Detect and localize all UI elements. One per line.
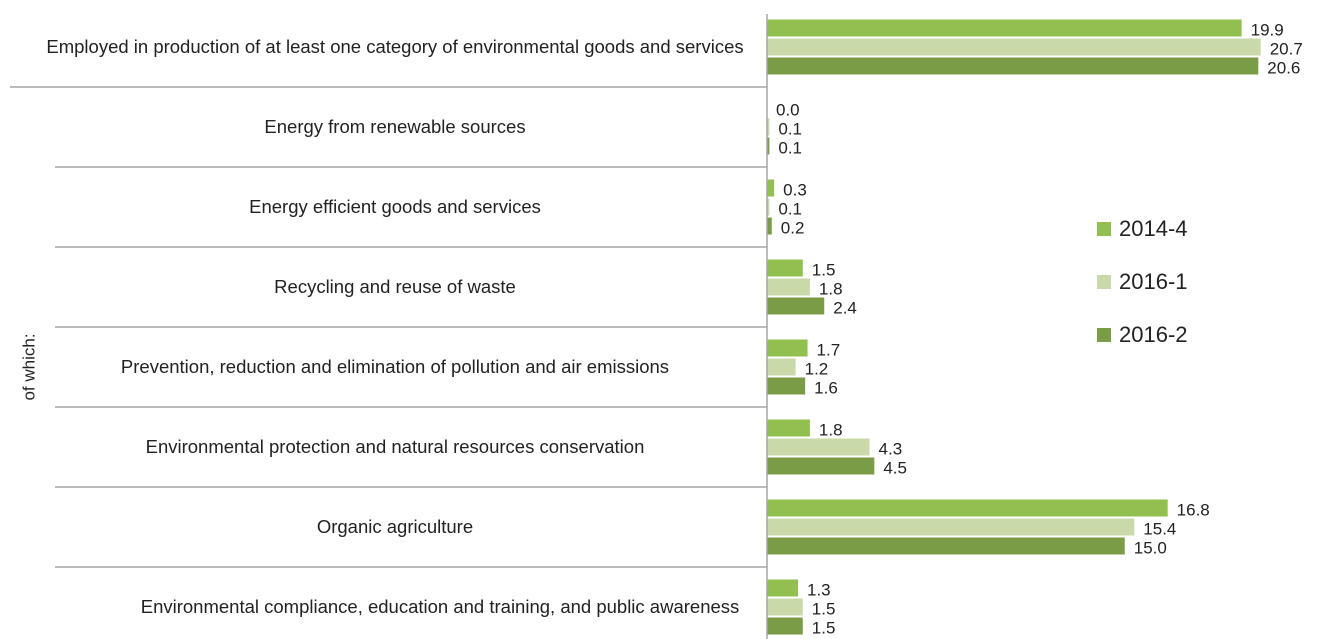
value-label: 2.4 [833,298,857,317]
bar [767,137,770,155]
legend-swatch [1097,328,1111,342]
value-label: 1.8 [819,420,843,439]
bar [767,198,770,216]
bar [767,57,1259,75]
bar [767,19,1242,37]
value-label: 1.6 [814,378,838,397]
bar [767,419,810,437]
category-label: Environmental compliance, education and … [140,596,740,617]
value-label: 20.6 [1267,58,1300,77]
value-label: 1.5 [812,618,836,637]
value-label: 0.1 [778,138,802,157]
bar [767,537,1125,555]
category-label: Recycling and reuse of waste [274,276,516,297]
group-label: of which: [19,333,38,400]
value-label: 0.1 [778,119,802,138]
bar [767,259,803,277]
bar [767,118,770,136]
bar [767,499,1168,517]
bar [767,278,810,296]
value-label: 0.3 [783,180,807,199]
value-label: 0.0 [776,100,800,119]
value-label: 1.5 [812,260,836,279]
value-label: 1.2 [805,359,829,378]
value-label: 1.3 [807,580,831,599]
bar [767,579,799,597]
bar [767,339,808,357]
bar [767,598,803,616]
value-label: 0.1 [778,199,802,218]
bar [767,438,870,456]
value-label: 1.7 [817,340,841,359]
category-label: Employed in production of at least one c… [46,36,744,57]
bar [767,179,775,197]
category-label: Prevention, reduction and elimination of… [120,356,670,377]
bar [767,297,825,315]
value-label: 1.5 [812,599,836,618]
value-label: 1.8 [819,279,843,298]
value-label: 0.2 [781,218,805,237]
bar [767,518,1135,536]
legend-label: 2014-4 [1119,216,1188,241]
value-label: 20.7 [1270,39,1303,58]
legend-label: 2016-1 [1119,269,1188,294]
legend-label: 2016-2 [1119,322,1188,347]
value-label: 4.5 [883,458,907,477]
bar [767,358,796,376]
legend-swatch [1097,222,1111,236]
value-label: 4.3 [879,439,903,458]
category-label: Organic agriculture [316,516,474,537]
value-label: 15.0 [1134,538,1167,557]
category-label: Energy from renewable sources [264,116,526,137]
category-label: Energy efficient goods and services [249,196,541,217]
value-label: 15.4 [1143,519,1176,538]
bar [767,617,803,635]
bar [767,377,806,395]
bar [767,38,1261,56]
bar [767,217,772,235]
value-label: 19.9 [1251,20,1284,39]
legend-swatch [1097,275,1111,289]
bar [767,457,875,475]
value-label: 16.8 [1177,500,1210,519]
category-label: Environmental protection and natural res… [145,436,645,457]
